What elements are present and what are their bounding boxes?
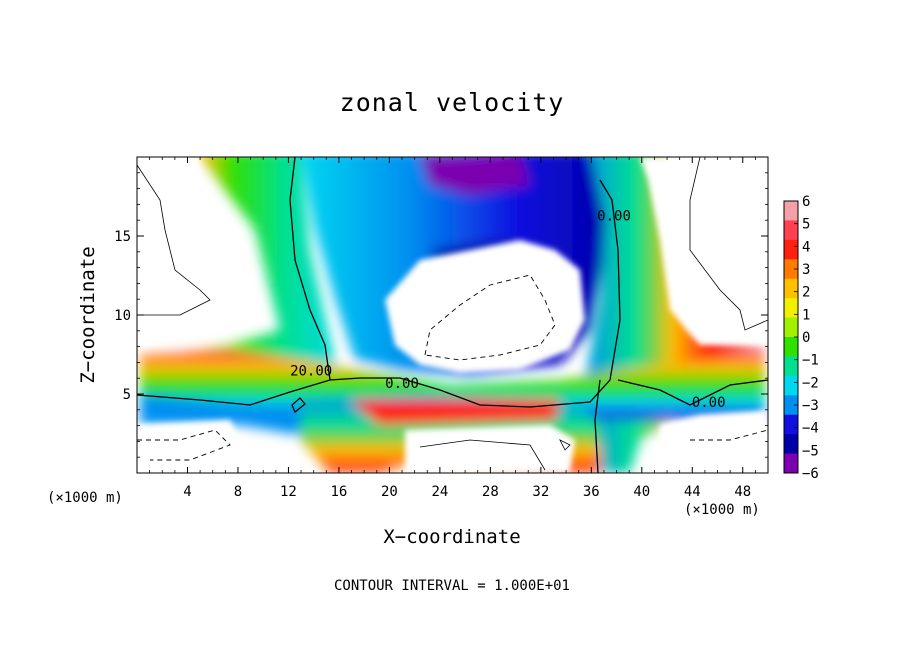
x-tick-label: 28 xyxy=(482,484,499,500)
colorbar-label: −3 xyxy=(802,398,819,414)
colorbar-label: 2 xyxy=(802,285,810,301)
contour-interval-note: CONTOUR INTERVAL = 1.000E+01 xyxy=(333,578,570,594)
colorbar-label: −4 xyxy=(802,421,819,437)
x-tick-label: 16 xyxy=(330,484,347,500)
colorbar-label: −5 xyxy=(802,443,819,459)
colorbar-swatch xyxy=(784,239,798,260)
contour-labels: 20.00 0.00 0.00 0.00 xyxy=(290,208,725,410)
x-tick-label: 48 xyxy=(734,484,751,500)
colorbar-label: −2 xyxy=(802,375,819,391)
x-tick-label: 36 xyxy=(583,484,600,500)
x-tick-label: 32 xyxy=(532,484,549,500)
x-tick-label: 20 xyxy=(381,484,398,500)
colorbar-swatch xyxy=(784,414,798,435)
colorbar-swatch xyxy=(784,337,798,357)
x-tick-label: 24 xyxy=(431,484,448,500)
colorbar-label: 5 xyxy=(802,217,810,233)
colorbar-label: 4 xyxy=(802,239,810,255)
x-axis: 4 8 12 16 20 24 28 32 36 40 44 48 xyxy=(149,157,756,500)
colorbar-swatch xyxy=(784,298,798,319)
x-tick-label: 8 xyxy=(234,484,242,500)
colorbar-swatch xyxy=(784,453,798,474)
colorbar-swatch xyxy=(784,434,798,455)
colorbar-label: −1 xyxy=(802,353,819,369)
colorbar-label: −6 xyxy=(802,466,819,482)
colorbar-swatch xyxy=(784,356,798,377)
velocity-field xyxy=(137,157,768,473)
contour-label: 0.00 xyxy=(692,395,726,411)
x-tick-label: 44 xyxy=(684,484,701,500)
chart-title: zonal velocity xyxy=(339,88,565,117)
x-axis-label: X−coordinate xyxy=(383,526,521,548)
colorbar-label: 0 xyxy=(802,330,810,346)
x-tick-label: 40 xyxy=(633,484,650,500)
colorbar-label: 1 xyxy=(802,307,810,323)
x-unit-label-right: (×1000 m) xyxy=(684,502,760,518)
x-unit-label-left: (×1000 m) xyxy=(47,490,123,506)
colorbar-label: 3 xyxy=(802,262,810,278)
contour-label: 20.00 xyxy=(290,363,332,379)
colorbar-swatch xyxy=(784,375,798,396)
colorbar-swatch xyxy=(784,317,798,338)
colorbar-swatch xyxy=(784,395,798,416)
colorbar: 6 5 4 3 2 1 0 −1 −2 −3 −4 −5 −6 xyxy=(783,194,819,482)
y-axis: 5 10 15 xyxy=(114,172,768,458)
y-tick-label: 5 xyxy=(123,387,131,403)
colorbar-label: 6 xyxy=(802,194,810,210)
y-tick-label: 15 xyxy=(114,229,131,245)
x-tick-label: 12 xyxy=(280,484,297,500)
x-tick-label: 4 xyxy=(183,484,191,500)
y-tick-label: 10 xyxy=(114,308,131,324)
colorbar-swatch xyxy=(784,201,798,221)
y-axis-label: Z−coordinate xyxy=(77,246,99,384)
colorbar-swatch xyxy=(784,259,798,280)
colorbar-swatch xyxy=(784,278,798,299)
contour-label: 0.00 xyxy=(597,208,631,224)
colorbar-swatch xyxy=(784,220,798,241)
contour-label: 0.00 xyxy=(385,376,419,392)
